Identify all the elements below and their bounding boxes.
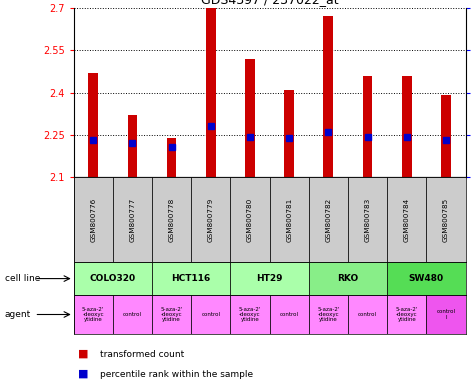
Text: transformed count: transformed count (100, 349, 184, 359)
Text: control: control (280, 312, 299, 317)
Text: RKO: RKO (337, 274, 359, 283)
Bar (362, 76, 372, 177)
Bar (309, 177, 348, 262)
Bar (323, 16, 333, 177)
Bar (387, 177, 427, 262)
Bar (309, 295, 348, 334)
Text: 5-aza-2'
-deoxyc
ytidine: 5-aza-2' -deoxyc ytidine (82, 306, 104, 323)
Text: 5-aza-2'
-deoxyc
ytidine: 5-aza-2' -deoxyc ytidine (161, 306, 183, 323)
Bar (113, 177, 152, 262)
Text: HT29: HT29 (256, 274, 283, 283)
Bar (441, 95, 451, 177)
Bar (88, 73, 98, 177)
Text: 5-aza-2'
-deoxyc
ytidine: 5-aza-2' -deoxyc ytidine (317, 306, 340, 323)
Text: GSM800785: GSM800785 (443, 198, 449, 242)
Bar (167, 138, 177, 177)
Text: 5-aza-2'
-deoxyc
ytidine: 5-aza-2' -deoxyc ytidine (396, 306, 418, 323)
Bar (191, 177, 230, 262)
Text: GSM800777: GSM800777 (129, 198, 135, 242)
Text: percentile rank within the sample: percentile rank within the sample (100, 369, 253, 379)
Bar (402, 76, 412, 177)
Text: ■: ■ (78, 349, 89, 359)
Bar (284, 90, 294, 177)
Bar (245, 59, 255, 177)
Bar (152, 295, 191, 334)
Bar (152, 177, 191, 262)
Text: ■: ■ (78, 369, 89, 379)
Text: GSM800776: GSM800776 (90, 198, 96, 242)
Text: cell line: cell line (5, 274, 40, 283)
Bar (309, 262, 387, 295)
Text: GSM800781: GSM800781 (286, 198, 292, 242)
Text: control: control (201, 312, 220, 317)
Text: control
l: control l (437, 309, 456, 320)
Bar (348, 295, 387, 334)
Bar (387, 262, 466, 295)
Bar (127, 115, 137, 177)
Bar (270, 177, 309, 262)
Bar (387, 295, 427, 334)
Text: GSM800778: GSM800778 (169, 198, 175, 242)
Bar (270, 295, 309, 334)
Text: SW480: SW480 (409, 274, 444, 283)
Text: HCT116: HCT116 (171, 274, 211, 283)
Text: COLO320: COLO320 (90, 274, 136, 283)
Text: GSM800782: GSM800782 (325, 198, 332, 242)
Bar (74, 295, 113, 334)
Bar (427, 177, 466, 262)
Bar (74, 177, 113, 262)
Bar (348, 177, 387, 262)
Text: GSM800779: GSM800779 (208, 198, 214, 242)
Text: agent: agent (5, 310, 31, 319)
Bar (152, 262, 230, 295)
Text: 5-aza-2'
-deoxyc
ytidine: 5-aza-2' -deoxyc ytidine (239, 306, 261, 323)
Text: control: control (123, 312, 142, 317)
Bar (191, 295, 230, 334)
Bar (206, 8, 216, 177)
Bar (230, 177, 270, 262)
Title: GDS4397 / 237022_at: GDS4397 / 237022_at (201, 0, 338, 7)
Text: GSM800780: GSM800780 (247, 198, 253, 242)
Bar (230, 262, 309, 295)
Text: GSM800784: GSM800784 (404, 198, 410, 242)
Text: control: control (358, 312, 377, 317)
Bar (74, 262, 152, 295)
Bar (427, 295, 466, 334)
Bar (230, 295, 270, 334)
Text: GSM800783: GSM800783 (364, 198, 370, 242)
Bar (113, 295, 152, 334)
